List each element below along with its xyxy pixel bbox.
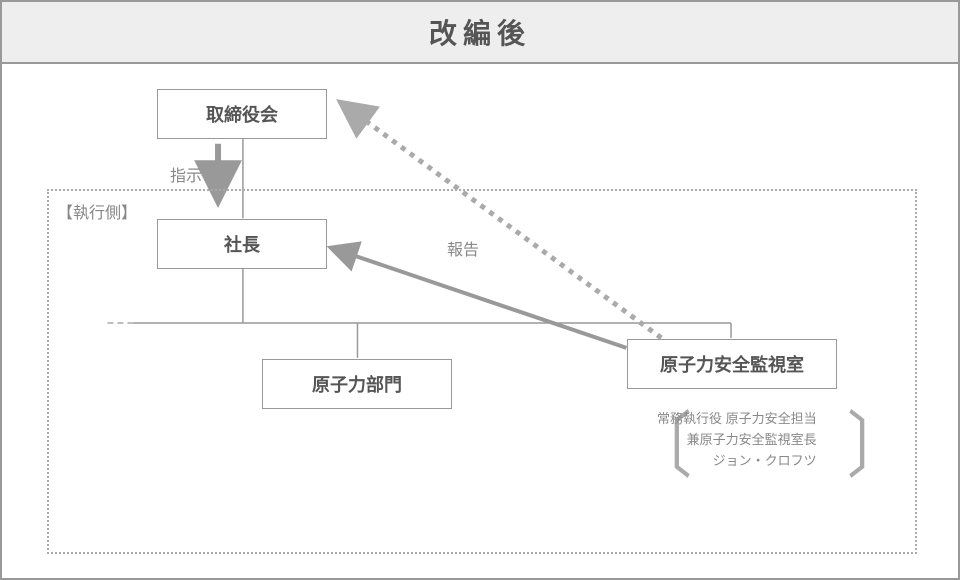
- bracket-right-icon: 〕: [847, 388, 907, 492]
- person-details: 常務執行役 原子力安全担当 兼原子力安全監視室長 ジョン・クロフツ: [657, 409, 817, 471]
- title-bar: 改編後: [2, 2, 958, 64]
- node-board-of-directors: 取締役会: [157, 89, 327, 139]
- node-nuclear-safety-oversight: 原子力安全監視室: [627, 339, 837, 389]
- node-nuclear-division: 原子力部門: [262, 359, 452, 409]
- node-label: 取締役会: [206, 101, 278, 127]
- edge-label-report: 報告: [447, 236, 479, 260]
- person-line2: 兼原子力安全監視室長: [657, 430, 817, 451]
- diagram-canvas: 【執行側】 取締役会 社長 原子力部門 原子力安全監視室 指示 報告 〔 常務執…: [2, 64, 958, 578]
- diagram-frame: 改編後 【執行側】 取締役会 社長 原子力部: [0, 0, 960, 580]
- person-line3: ジョン・クロフツ: [657, 451, 817, 472]
- node-label: 原子力部門: [312, 371, 402, 397]
- person-line1: 常務執行役 原子力安全担当: [657, 409, 817, 430]
- node-label: 原子力安全監視室: [660, 351, 804, 377]
- node-label: 社長: [224, 231, 260, 257]
- title-text: 改編後: [429, 12, 531, 52]
- edge-label-instruct: 指示: [170, 162, 202, 186]
- executive-side-label: 【執行側】: [57, 199, 137, 223]
- node-president: 社長: [157, 219, 327, 269]
